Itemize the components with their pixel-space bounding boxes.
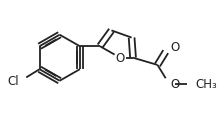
- Text: Cl: Cl: [8, 75, 19, 88]
- Text: O: O: [170, 77, 180, 90]
- Text: CH₃: CH₃: [195, 77, 217, 90]
- Text: O: O: [115, 52, 125, 65]
- Text: O: O: [170, 40, 180, 53]
